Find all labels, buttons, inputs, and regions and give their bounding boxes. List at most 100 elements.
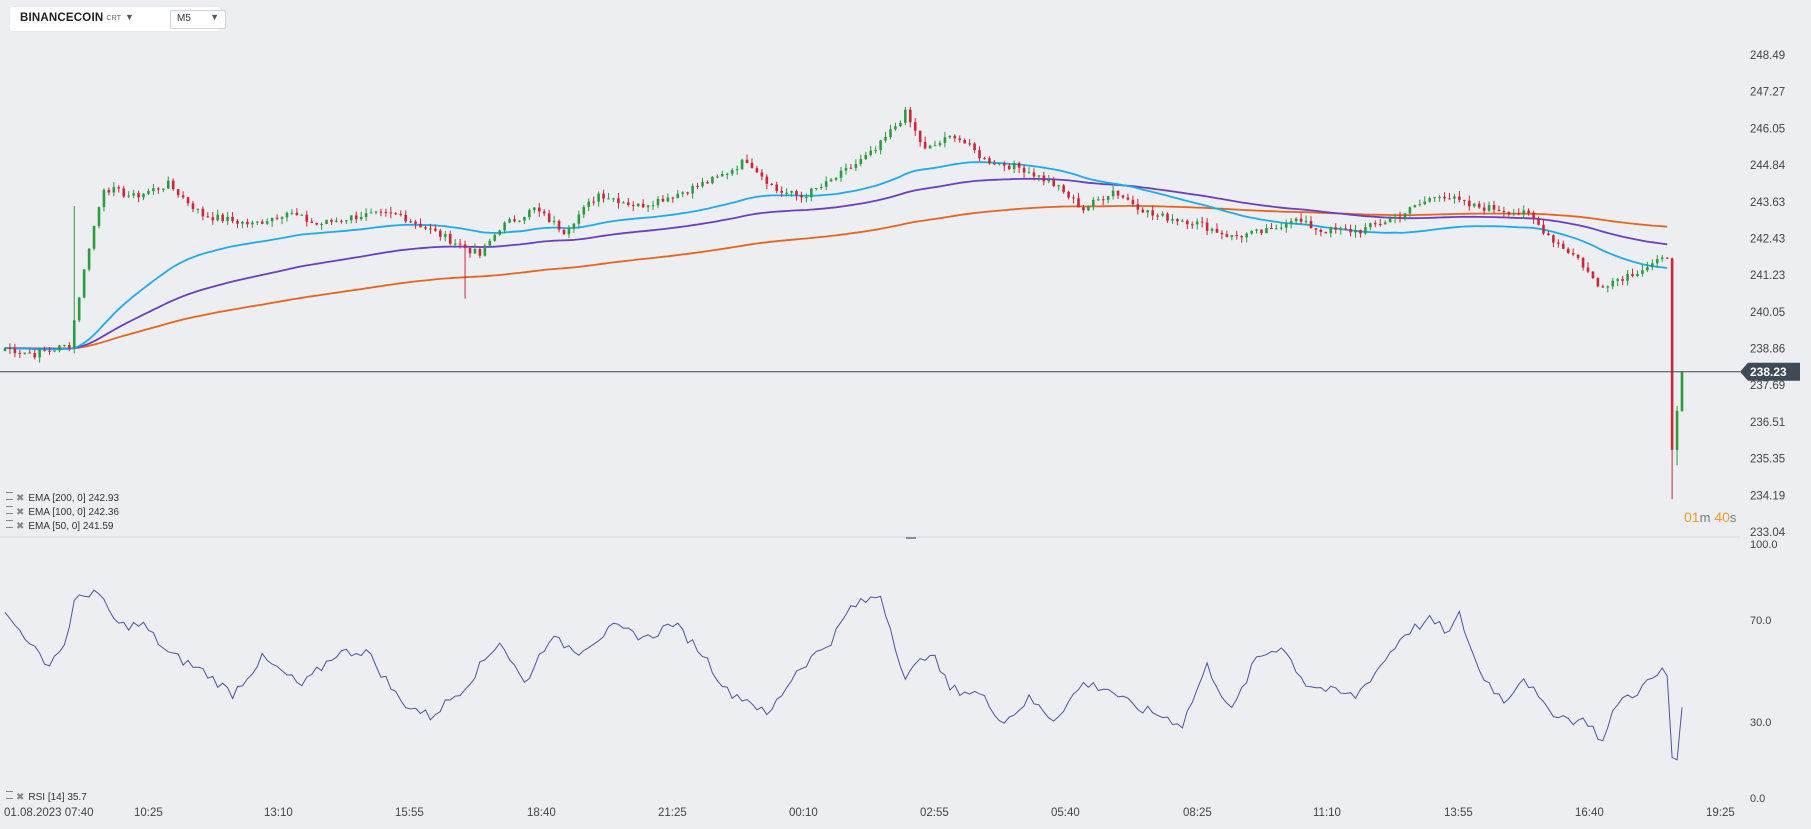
- candle: [805, 193, 808, 203]
- current-price-badge: 238.23: [1740, 362, 1800, 381]
- candle: [1121, 194, 1125, 199]
- candle: [1453, 193, 1456, 204]
- candle: [1220, 230, 1224, 240]
- candle: [1270, 223, 1273, 230]
- candle: [389, 207, 393, 219]
- candle: [795, 189, 798, 201]
- candle: [359, 211, 363, 221]
- candle: [221, 213, 224, 224]
- time-tick-label: 16:40: [1575, 807, 1604, 819]
- candle: [399, 210, 403, 217]
- candle: [884, 131, 887, 143]
- candle: [785, 188, 788, 197]
- candle: [533, 207, 536, 214]
- candle: [1467, 195, 1471, 211]
- candle: [998, 162, 1001, 166]
- candle: [68, 342, 71, 352]
- candle: [711, 176, 714, 185]
- candle: [1171, 214, 1174, 224]
- candle: [721, 170, 724, 177]
- candle: [1146, 209, 1150, 218]
- candle: [1537, 216, 1540, 226]
- candle: [983, 156, 986, 160]
- candle: [948, 135, 952, 139]
- candle: [1309, 216, 1313, 229]
- candle: [1542, 219, 1545, 235]
- candle: [231, 212, 234, 224]
- symbol-dropdown-icon[interactable]: ▼: [125, 12, 134, 22]
- candle: [958, 135, 962, 143]
- timeframe-select[interactable]: M5 ▼: [170, 10, 226, 29]
- price-tick-label: 242.43: [1750, 233, 1785, 245]
- remove-icon[interactable]: ✖: [16, 493, 25, 504]
- remove-icon[interactable]: ✖: [16, 521, 25, 532]
- rsi-tick-label: 100.0: [1750, 539, 1778, 551]
- candle: [874, 146, 877, 154]
- candle: [310, 218, 314, 223]
- price-tick-label: 240.05: [1750, 307, 1785, 319]
- candle: [1151, 205, 1154, 221]
- candle: [1477, 200, 1481, 209]
- candle: [38, 348, 41, 363]
- price-tick-label: 238.86: [1750, 344, 1785, 356]
- candle: [241, 220, 244, 229]
- settings-icon[interactable]: [6, 506, 13, 514]
- candle: [1284, 219, 1288, 233]
- price-tick-label: 237.69: [1750, 380, 1785, 392]
- candle: [1611, 277, 1615, 290]
- candle: [1042, 171, 1046, 186]
- candle: [1087, 205, 1090, 212]
- candle: [1037, 175, 1041, 182]
- candle: [270, 217, 274, 227]
- candle: [1077, 192, 1080, 208]
- candle: [117, 185, 121, 193]
- settings-icon[interactable]: [6, 520, 13, 528]
- candle: [1245, 232, 1248, 243]
- time-tick-label: 19:25: [1706, 807, 1735, 819]
- candle: [656, 196, 660, 209]
- candle: [993, 159, 996, 166]
- candle: [943, 131, 947, 148]
- candle: [1482, 202, 1486, 215]
- remove-icon[interactable]: ✖: [16, 507, 25, 518]
- candle: [127, 191, 130, 198]
- remove-icon[interactable]: ✖: [16, 792, 25, 803]
- candle: [988, 156, 991, 165]
- settings-icon[interactable]: [6, 492, 13, 500]
- candle: [1557, 239, 1560, 248]
- candle: [627, 198, 630, 207]
- candle: [1324, 231, 1328, 234]
- candle: [137, 190, 140, 203]
- candle: [429, 223, 432, 235]
- candle: [696, 182, 699, 190]
- settings-icon[interactable]: [6, 791, 13, 799]
- candle: [196, 208, 200, 214]
- candle: [908, 107, 912, 128]
- candle: [1096, 196, 1100, 201]
- pane-resize-handle[interactable]: [906, 537, 916, 539]
- candle: [770, 182, 774, 186]
- candle: [780, 186, 783, 197]
- candle: [290, 209, 294, 216]
- candle: [206, 212, 210, 218]
- symbol-selector[interactable]: BINANCECOIN CRT: [20, 12, 121, 24]
- candle: [725, 172, 729, 180]
- price-tick-label: 234.19: [1750, 490, 1785, 502]
- candle: [404, 210, 407, 224]
- candle: [1626, 270, 1629, 286]
- candle: [508, 217, 511, 224]
- candle: [453, 239, 457, 248]
- candle: [1616, 278, 1619, 286]
- candle: [305, 210, 309, 227]
- candle: [622, 200, 625, 204]
- candle: [1646, 261, 1649, 273]
- candle: [181, 191, 185, 200]
- candle: [58, 344, 61, 353]
- candle: [513, 215, 516, 223]
- legend-ema-100: ✖ EMA [100, 0] 242.36: [6, 506, 119, 518]
- candle: [775, 181, 779, 194]
- candle: [1017, 161, 1021, 174]
- candle: [1126, 193, 1130, 201]
- candle: [1512, 208, 1516, 217]
